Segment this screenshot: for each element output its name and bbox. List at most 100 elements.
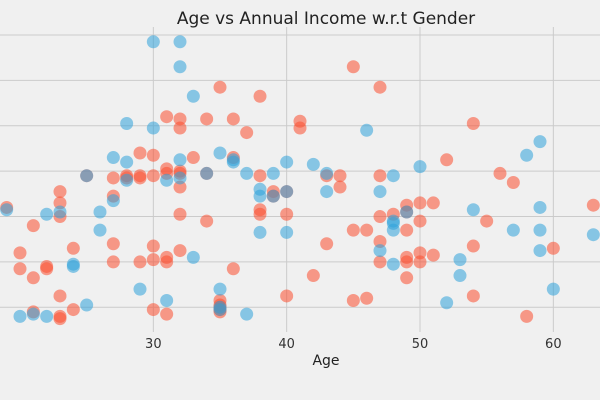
data-point [413,160,427,174]
data-point [413,214,427,228]
data-point [173,244,187,258]
data-point [386,169,400,183]
data-point [106,194,120,208]
data-point [186,89,200,103]
data-point [360,291,374,305]
data-point [400,205,414,219]
data-point [213,80,227,94]
data-point [453,269,467,283]
data-point [240,166,254,180]
data-point [146,121,160,135]
data-point [533,200,547,214]
data-point [93,205,107,219]
data-point [106,237,120,251]
data-point [53,196,67,210]
data-point [146,148,160,162]
data-point [173,171,187,185]
data-point [173,121,187,135]
data-point [466,203,480,217]
data-point [173,60,187,74]
data-point [160,162,174,176]
data-point [306,269,320,283]
data-point [546,282,560,296]
data-point [226,112,240,126]
data-point [160,294,174,307]
data-point [186,151,200,165]
data-point [320,185,334,199]
data-point [66,241,80,255]
data-point [466,289,480,303]
data-point [80,169,94,183]
data-point [466,239,480,253]
data-point [13,246,27,260]
data-point [253,182,267,196]
data-point [320,166,334,180]
data-point [506,223,520,237]
data-point [533,135,547,149]
data-point [266,189,280,203]
data-point [200,166,214,180]
x-axis-label: Age [312,353,339,369]
data-point [426,196,440,210]
data-point [146,169,160,183]
data-point [373,185,387,199]
data-point [346,223,360,237]
data-point [453,253,467,267]
data-point [173,112,187,126]
data-point [26,271,40,285]
data-point [213,303,227,317]
data-point [146,239,160,253]
data-point [40,207,54,221]
data-point [533,223,547,237]
data-point [266,166,280,180]
data-point [346,294,360,307]
data-point [133,169,147,183]
data-point [373,210,387,224]
x-tick-labels: 30 40 50 60 [145,337,562,352]
data-point [280,185,294,199]
data-point [0,203,14,217]
data-point [280,155,294,169]
data-point [586,228,600,242]
series-0 [0,60,600,326]
data-point [53,312,67,326]
data-point [253,169,267,183]
data-point [400,271,414,285]
data-point [280,207,294,221]
data-point [373,255,387,269]
data-point [53,185,67,199]
data-point [66,259,80,273]
data-point [53,205,67,219]
data-point [146,303,160,317]
data-point [13,309,27,323]
chart-title: Age vs Annual Income w.r.t Gender [177,9,475,29]
data-point [533,244,547,258]
data-point [373,244,387,258]
data-point [133,282,147,296]
data-point [373,169,387,183]
data-point [133,146,147,160]
data-point [240,307,254,321]
data-point [386,216,400,230]
data-point [120,155,134,169]
data-point [400,255,414,269]
data-point [66,303,80,317]
data-points [0,35,600,326]
data-point [133,255,147,269]
data-point [520,148,534,162]
data-point [373,80,387,94]
data-point [293,121,307,135]
data-point [213,146,227,160]
data-point [120,117,134,130]
x-tick-label: 50 [412,337,429,352]
data-point [173,35,187,49]
data-point [400,223,414,237]
x-tick-label: 30 [145,337,162,352]
data-point [93,223,107,237]
data-point [160,110,174,124]
data-point [413,246,427,260]
data-point [306,157,320,171]
data-point [106,171,120,185]
data-point [426,248,440,262]
